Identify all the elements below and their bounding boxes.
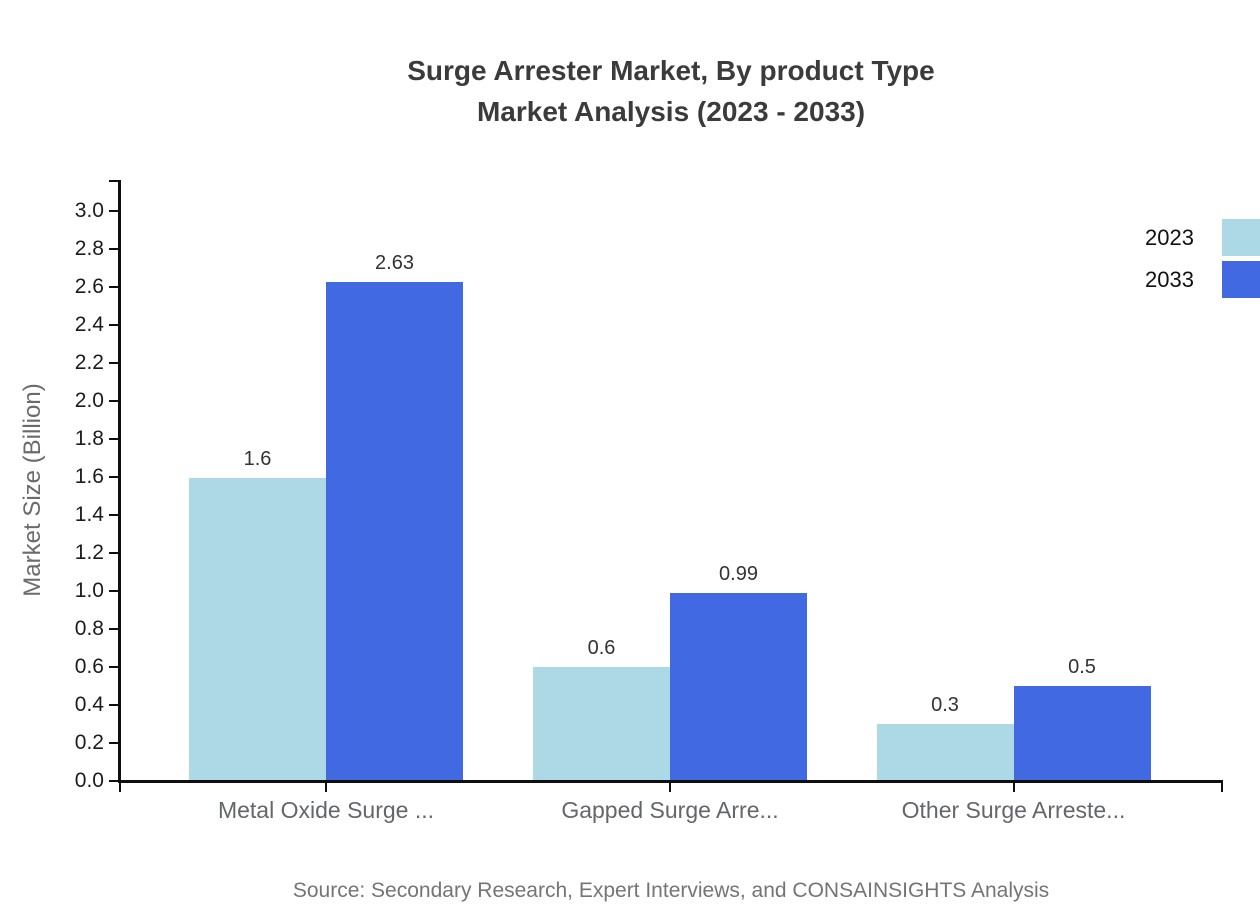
bar-2033-2 <box>1013 686 1151 781</box>
legend-item-2033: 2033 <box>1145 261 1260 298</box>
y-tick <box>109 324 118 327</box>
y-tick-label: 2.4 <box>74 313 104 337</box>
bar-value-label: 0.99 <box>719 563 758 586</box>
y-tick <box>109 589 118 592</box>
bar-2023-1 <box>533 667 670 781</box>
y-tick-label: 1.0 <box>74 578 104 602</box>
bar-value-label: 1.6 <box>243 447 272 470</box>
y-tick-label: 0.8 <box>74 616 104 640</box>
y-tick <box>109 665 118 668</box>
y-tick-label: 1.2 <box>74 540 104 564</box>
bar-value-label: 0.5 <box>1068 656 1096 679</box>
y-tick-label: 0.4 <box>74 692 104 716</box>
y-tick-label: 1.8 <box>74 427 104 451</box>
x-tick <box>669 783 671 792</box>
y-tick-label: 2.0 <box>74 389 104 413</box>
y-axis-top-cap <box>109 180 118 182</box>
y-tick <box>109 703 118 706</box>
legend: 2023 2033 <box>1145 219 1260 303</box>
y-tick <box>109 362 118 365</box>
source-note: Source: Secondary Research, Expert Inter… <box>292 879 1050 902</box>
bar-value-label: 2.63 <box>375 252 414 275</box>
x-category-label: Other Surge Arreste... <box>901 797 1126 823</box>
legend-swatch-2033 <box>1222 261 1260 298</box>
y-tick <box>109 476 118 479</box>
bar-value-label: 0.3 <box>931 694 959 717</box>
y-tick-label: 2.2 <box>74 351 104 375</box>
y-tick-label: 0.2 <box>74 730 104 754</box>
x-axis-spine <box>118 780 1223 783</box>
y-tick <box>109 248 118 251</box>
chart-title: Surge Arrester Market, By product Type M… <box>120 50 1222 132</box>
bar-2023-2 <box>876 724 1014 781</box>
x-tick <box>1012 783 1015 792</box>
chart-title-line1: Surge Arrester Market, By product Type <box>407 55 935 86</box>
y-tick <box>109 779 118 782</box>
x-tick <box>325 783 327 792</box>
bar-2033-0 <box>326 282 463 781</box>
x-axis-left-cap <box>119 783 121 792</box>
legend-item-2023: 2023 <box>1145 219 1260 256</box>
legend-label-2023: 2023 <box>1145 224 1194 250</box>
y-axis-spine <box>118 180 121 783</box>
y-tick <box>109 286 118 289</box>
legend-swatch-2023 <box>1222 219 1260 256</box>
x-category-label: Gapped Surge Arre... <box>561 797 779 823</box>
y-tick-label: 3.0 <box>74 199 104 223</box>
y-tick-label: 2.6 <box>74 275 104 299</box>
y-tick-label: 0.0 <box>74 768 104 792</box>
legend-label-2033: 2033 <box>1145 266 1194 292</box>
y-tick-label: 0.6 <box>74 654 104 678</box>
y-axis-title: Market Size (Billion) <box>19 383 46 597</box>
bar-value-label: 0.6 <box>587 637 616 660</box>
y-tick-label: 1.6 <box>74 465 104 489</box>
y-tick <box>109 513 118 516</box>
y-tick <box>109 438 118 441</box>
y-tick <box>109 627 118 630</box>
y-tick-label: 1.4 <box>74 502 104 526</box>
bar-2023-0 <box>189 477 326 781</box>
y-tick <box>109 400 118 403</box>
y-tick <box>109 741 118 744</box>
y-tick <box>109 210 118 213</box>
x-category-label: Metal Oxide Surge ... <box>217 797 435 823</box>
chart-title-line2: Market Analysis (2023 - 2033) <box>476 96 866 127</box>
x-axis-right-cap <box>1221 783 1223 792</box>
y-tick-label: 2.8 <box>74 237 104 261</box>
y-tick <box>109 551 118 554</box>
bar-2033-1 <box>670 593 807 781</box>
